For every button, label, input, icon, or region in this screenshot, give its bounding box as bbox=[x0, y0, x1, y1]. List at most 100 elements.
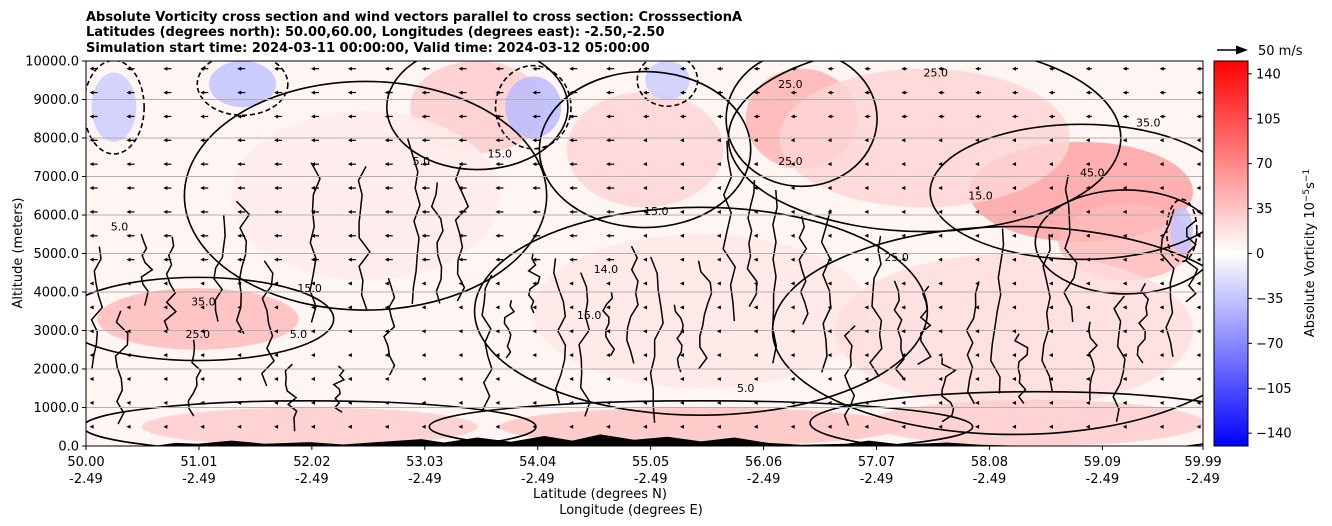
y-tick-label-4: 4000.0 bbox=[34, 286, 80, 301]
contour-label-12: 35.0 bbox=[1136, 116, 1161, 129]
wind-vector-head-24 bbox=[975, 424, 980, 429]
x-tick-label-lat-10: 59.99 bbox=[1184, 455, 1221, 470]
wind-vector-head-67 bbox=[274, 377, 279, 382]
wind-vector-head-267 bbox=[790, 233, 795, 238]
wind-vector-head-56 bbox=[1012, 400, 1017, 405]
contour-wiggle-14 bbox=[430, 182, 444, 304]
wind-vector-head-448 bbox=[606, 90, 611, 95]
wind-vector-head-289 bbox=[458, 209, 463, 214]
contour-label-2: 5.0 bbox=[290, 328, 308, 341]
wind-vector-head-297 bbox=[753, 209, 758, 214]
wind-vector-head-160 bbox=[274, 305, 279, 310]
wind-vector-head-298 bbox=[790, 209, 795, 214]
x-tick-label-lon-2: -2.49 bbox=[295, 472, 329, 487]
x-tick-label-lat-5: 55.05 bbox=[632, 455, 669, 470]
wind-vector-head-403 bbox=[89, 114, 94, 119]
wind-vector-head-264 bbox=[679, 233, 684, 238]
wind-vector-head-281 bbox=[163, 209, 168, 214]
wind-vector-head-31 bbox=[89, 400, 94, 405]
contour-wiggle-27 bbox=[746, 180, 758, 307]
contour-wiggle-20 bbox=[578, 272, 591, 417]
contour-label-15: 5.0 bbox=[413, 155, 431, 168]
plot-area: 35.0 25.0 5.0 15.0 14.0 15.0 15.0 25.0 25.0 15.0 2… bbox=[85, 60, 1204, 447]
wind-vector-head-444 bbox=[458, 90, 463, 95]
wind-vector-head-387 bbox=[643, 138, 648, 143]
wind-vector-head-257 bbox=[421, 233, 426, 238]
wind-vector-head-204 bbox=[753, 281, 758, 286]
x-tick-label-lon-7: -2.49 bbox=[860, 472, 894, 487]
vorticity-blob-5 bbox=[566, 91, 724, 208]
wind-vector-head-138 bbox=[606, 329, 611, 334]
wind-vector-head-247 bbox=[1196, 257, 1201, 262]
wind-vector-head-385 bbox=[569, 138, 574, 143]
wind-vector-head-328 bbox=[753, 186, 758, 191]
wind-vector-head-114 bbox=[864, 353, 869, 358]
wind-vector-head-55 bbox=[975, 400, 980, 405]
wind-vector-head-248 bbox=[89, 233, 94, 238]
wind-vector-head-70 bbox=[384, 377, 389, 382]
wind-vector-head-339 bbox=[1159, 186, 1164, 191]
contour-wiggle-41 bbox=[1088, 321, 1099, 401]
wind-vector-head-128 bbox=[237, 329, 242, 334]
wind-vector-head-226 bbox=[421, 257, 426, 262]
wind-vector-head-161 bbox=[310, 305, 315, 310]
wind-vector-head-1 bbox=[126, 424, 131, 429]
wind-vector-head-378 bbox=[310, 138, 315, 143]
wind-vector-head-23 bbox=[938, 424, 943, 429]
wind-vector-head-9 bbox=[421, 424, 426, 429]
wind-vector-head-280 bbox=[126, 209, 131, 214]
wind-vector-head-293 bbox=[606, 209, 611, 214]
wind-vector-head-219 bbox=[163, 257, 168, 262]
wind-vector-head-184 bbox=[1159, 305, 1164, 310]
wind-vector-head-279 bbox=[89, 209, 94, 214]
wind-vector-head-250 bbox=[163, 233, 168, 238]
wind-vector-head-95 bbox=[163, 353, 168, 358]
x-tick-label-lat-8: 58.08 bbox=[971, 455, 1008, 470]
wind-vector-head-123 bbox=[1196, 353, 1201, 358]
wind-vector-head-259 bbox=[495, 233, 500, 238]
wind-vector-head-230 bbox=[569, 257, 574, 262]
wind-vector-head-249 bbox=[126, 233, 131, 238]
wind-vector-head-466 bbox=[126, 66, 131, 71]
contour-label-14: 15.0 bbox=[487, 147, 512, 160]
contour-label-11: 45.0 bbox=[1080, 167, 1105, 180]
wind-vector-head-271 bbox=[938, 233, 943, 238]
wind-vector-head-132 bbox=[384, 329, 389, 334]
wind-vector-head-110 bbox=[716, 353, 721, 358]
contour-line-7 bbox=[183, 80, 548, 311]
wind-vector-head-389 bbox=[716, 138, 721, 143]
contour-wiggle-24 bbox=[673, 304, 684, 373]
wind-vector-head-240 bbox=[938, 257, 943, 262]
wind-vector-head-404 bbox=[126, 114, 131, 119]
wind-vector-head-172 bbox=[716, 305, 721, 310]
wind-vector-head-438 bbox=[237, 90, 242, 95]
contour-label-3: 15.0 bbox=[297, 282, 322, 295]
wind-vector-head-295 bbox=[679, 209, 684, 214]
wind-vector-head-22 bbox=[901, 424, 906, 429]
wind-vector-head-341 bbox=[89, 162, 94, 167]
wind-vector-head-71 bbox=[421, 377, 426, 382]
wind-vector-head-345 bbox=[237, 162, 242, 167]
wind-vector-head-480 bbox=[643, 66, 648, 71]
wind-vector-head-321 bbox=[495, 186, 500, 191]
wind-vector-head-237 bbox=[827, 257, 832, 262]
wind-vector-head-158 bbox=[200, 305, 205, 310]
wind-vector-head-335 bbox=[1012, 186, 1017, 191]
wind-vector-head-178 bbox=[938, 305, 943, 310]
wind-vector-head-116 bbox=[938, 353, 943, 358]
wind-vector-head-402 bbox=[1196, 138, 1201, 143]
wind-vector-head-369 bbox=[1122, 162, 1127, 167]
contour-line-0 bbox=[86, 276, 335, 362]
contour-wiggle-4 bbox=[187, 339, 202, 417]
wind-vector-head-412 bbox=[421, 114, 426, 119]
contour-wiggle-12 bbox=[383, 277, 396, 376]
x-tick-label-lat-4: 54.04 bbox=[519, 455, 556, 470]
wind-vector-head-79 bbox=[716, 377, 721, 382]
wind-vector-head-379 bbox=[347, 138, 352, 143]
wind-vector-head-229 bbox=[532, 257, 537, 262]
wind-vector-head-443 bbox=[421, 90, 426, 95]
wind-vector-head-228 bbox=[495, 257, 500, 262]
wind-vector-head-433 bbox=[1196, 114, 1201, 119]
wind-vector-head-236 bbox=[790, 257, 795, 262]
wind-vector-head-227 bbox=[458, 257, 463, 262]
